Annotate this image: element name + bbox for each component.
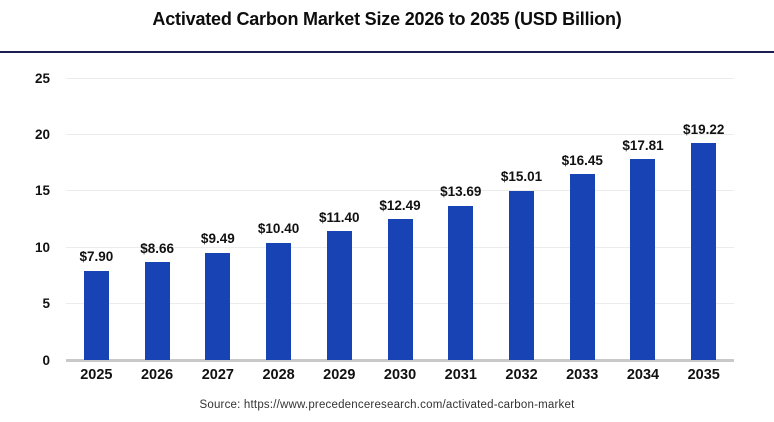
x-category-label: 2028 — [262, 367, 295, 383]
bar-value-label: $12.49 — [379, 197, 421, 213]
y-tick-label: 15 — [34, 183, 50, 199]
bar-value-label: $8.66 — [140, 240, 174, 256]
bar-column: $17.81 — [613, 78, 674, 360]
bar-2032: $15.01 — [501, 170, 542, 360]
bar-2031: $13.69 — [440, 185, 481, 360]
bar-2035: $19.22 — [683, 123, 724, 360]
bar-column: $12.49 — [370, 78, 431, 360]
bar-value-label: $13.69 — [440, 184, 482, 200]
bar-column: $10.40 — [248, 78, 309, 360]
y-tick-label: 0 — [42, 352, 50, 368]
bar-value-label: $17.81 — [622, 137, 664, 153]
bar-value-label: $10.40 — [257, 221, 300, 237]
bar-value-label: $19.22 — [683, 121, 725, 137]
bar-2034: $17.81 — [622, 139, 664, 360]
bar-column: $15.01 — [491, 78, 552, 360]
bar-value-label: $7.90 — [79, 249, 114, 265]
bar-column: $16.45 — [552, 78, 613, 360]
gridline — [66, 190, 734, 192]
bar-2033: $16.45 — [562, 154, 603, 360]
source-caption: Source: https://www.precedenceresearch.c… — [199, 399, 575, 411]
bar-2027: $9.49 — [201, 232, 235, 360]
bar-value-label: $15.01 — [500, 169, 543, 185]
x-category-label: 2025 — [80, 367, 113, 383]
x-category-label: 2032 — [505, 367, 538, 383]
x-category-label: 2027 — [201, 367, 234, 383]
bar-value-label: $16.45 — [561, 152, 603, 168]
bar-column: $11.40 — [309, 78, 370, 360]
x-category-label: 2033 — [566, 367, 599, 383]
x-category-label: 2030 — [383, 367, 417, 383]
x-category-label: 2029 — [323, 367, 356, 383]
gridline — [66, 133, 734, 135]
x-category-label: 2034 — [626, 367, 660, 383]
bar-2028: $10.40 — [258, 222, 299, 360]
x-category-label: 2035 — [687, 367, 720, 383]
title-divider — [0, 51, 774, 53]
bar-column: $19.22 — [673, 78, 734, 360]
gridline — [66, 77, 734, 79]
plot-area: $7.90 $8.66 $9.49 $10.40 $11.40 $12.49 $13.69 $… — [66, 77, 734, 362]
x-category-label: 2026 — [140, 367, 174, 383]
bar-column: $8.66 — [127, 78, 188, 360]
bar-column: $13.69 — [430, 78, 491, 360]
y-tick-label: 25 — [34, 70, 50, 86]
bar-column: $9.49 — [187, 78, 248, 360]
bar-2026: $8.66 — [140, 242, 174, 360]
y-tick-label: 20 — [34, 126, 50, 142]
bar-value-label: $11.40 — [319, 209, 360, 225]
bars-container: $7.90 $8.66 $9.49 $10.40 $11.40 $12.49 $13.69 $… — [66, 78, 734, 360]
x-axis-category-labels: 2025 2026 2027 2028 2029 2030 2031 2032 2033 2034… — [66, 368, 734, 383]
bar-value-label: $9.49 — [200, 231, 235, 247]
bar-2030: $12.49 — [379, 199, 421, 360]
bar-2029: $11.40 — [319, 211, 360, 360]
bar-2025: $7.90 — [79, 250, 113, 360]
x-category-label: 2031 — [444, 367, 477, 383]
y-axis-tick-labels: 0 5 10 15 20 25 — [8, 71, 50, 366]
y-tick-label: 10 — [34, 239, 50, 255]
chart-title: Activated Carbon Market Size 2026 to 203… — [152, 9, 622, 29]
x-axis-baseline — [66, 359, 734, 362]
y-tick-label: 5 — [42, 295, 50, 311]
bar-column: $7.90 — [66, 78, 127, 360]
